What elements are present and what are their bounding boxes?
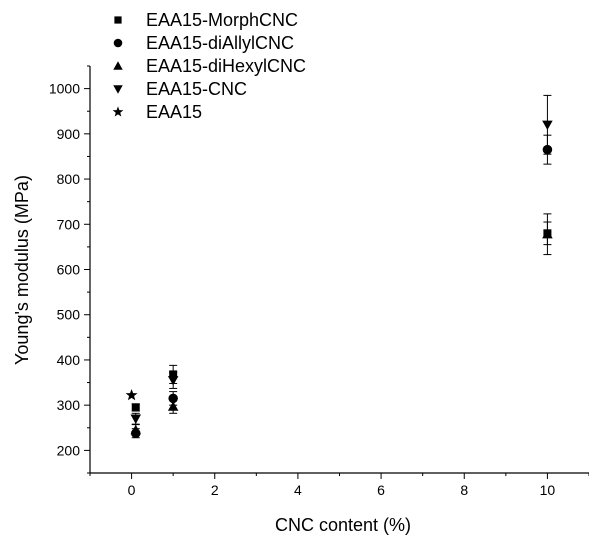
data-point xyxy=(130,414,141,424)
error-bars xyxy=(131,94,552,439)
data-points xyxy=(125,120,553,438)
y-tick-label: 300 xyxy=(57,397,81,413)
legend-label: EAA15-diHexylCNC xyxy=(146,56,306,76)
data-point xyxy=(168,393,178,404)
y-tick-label: 600 xyxy=(57,262,81,278)
y-tick-label: 900 xyxy=(57,126,81,142)
data-point xyxy=(542,144,553,155)
x-tick-label: 4 xyxy=(294,482,302,498)
y-tick-label: 500 xyxy=(57,307,81,323)
y-ticks: 200 300 400 500 600 700 800 900 1000 xyxy=(49,65,90,474)
y-tick-label: 200 xyxy=(57,442,81,458)
data-point xyxy=(167,401,179,411)
data-point xyxy=(130,424,141,435)
x-axis-title: CNC content (%) xyxy=(275,515,411,535)
legend-label: EAA15-diAllylCNC xyxy=(146,33,294,53)
legend-marker xyxy=(113,85,123,94)
legend-marker xyxy=(112,106,124,117)
y-tick-label: 400 xyxy=(57,352,81,368)
data-point xyxy=(169,370,178,379)
y-axis-title: Young's modulus (MPa) xyxy=(12,175,32,365)
y-tick-label: 1000 xyxy=(49,81,80,97)
y-axis: 200 300 400 500 600 700 800 900 1000 xyxy=(49,65,91,474)
legend-marker xyxy=(113,38,123,48)
data-point xyxy=(125,388,138,401)
legend-label: EAA15-MorphCNC xyxy=(146,10,298,30)
data-point xyxy=(131,403,140,412)
legend-label: EAA15 xyxy=(146,102,202,122)
legend-marker xyxy=(114,16,122,24)
x-ticks: 0 2 4 6 8 10 xyxy=(89,473,589,498)
legend-marker xyxy=(113,61,123,70)
y-tick-label: 800 xyxy=(57,171,81,187)
x-tick-label: 0 xyxy=(128,482,136,498)
legend: EAA15-MorphCNC EAA15-diAllylCNC EAA15-diHe… xyxy=(112,10,306,122)
x-tick-label: 10 xyxy=(540,482,556,498)
data-point xyxy=(167,376,179,386)
x-tick-label: 6 xyxy=(377,482,385,498)
legend-label: EAA15-CNC xyxy=(146,79,247,99)
y-tick-label: 700 xyxy=(57,216,81,232)
data-point xyxy=(542,120,553,131)
x-axis: 0 2 4 6 8 10 xyxy=(89,472,589,498)
x-tick-label: 2 xyxy=(211,482,219,498)
data-point xyxy=(542,228,553,239)
x-tick-label: 8 xyxy=(460,482,468,498)
